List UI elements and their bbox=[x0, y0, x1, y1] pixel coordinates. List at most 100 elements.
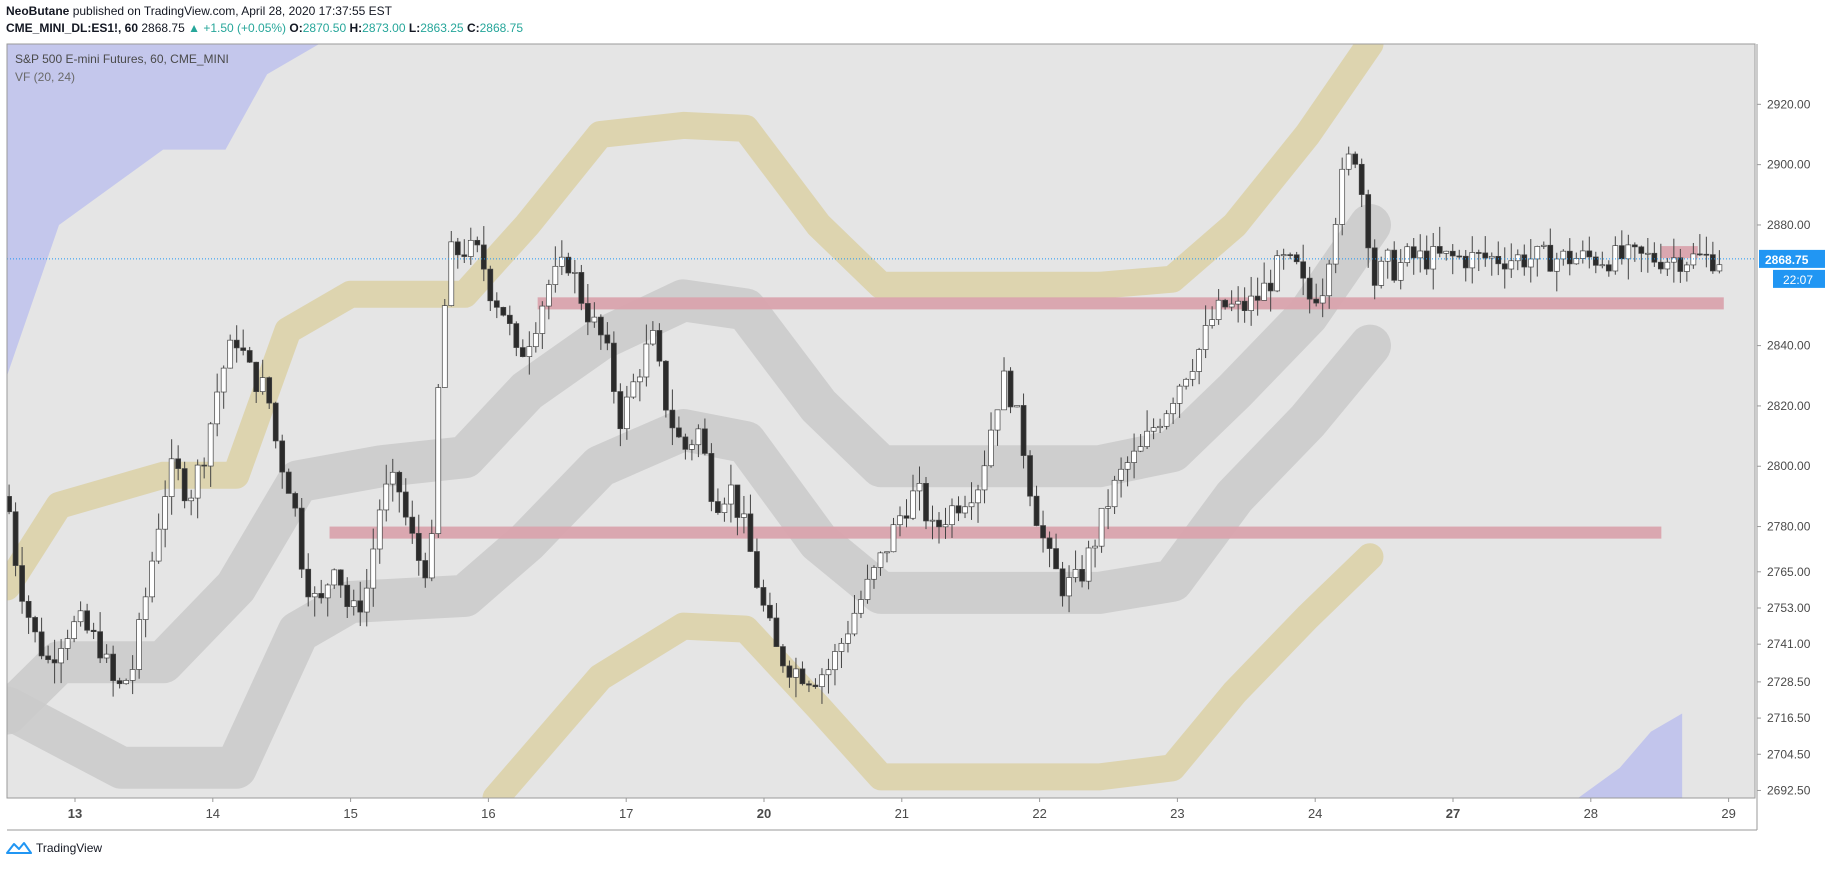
candle-body-down bbox=[598, 316, 604, 336]
candle bbox=[253, 361, 260, 403]
candle-body-down bbox=[246, 350, 253, 363]
candle-body-up bbox=[168, 458, 175, 497]
candle-body-up bbox=[1625, 244, 1632, 260]
candle-body-up bbox=[1170, 403, 1176, 415]
candle bbox=[591, 302, 598, 328]
candle-body-up bbox=[1612, 245, 1619, 272]
candle-body-down bbox=[1287, 254, 1294, 256]
candle bbox=[266, 376, 273, 409]
candle bbox=[1170, 397, 1176, 425]
candle-body-up bbox=[741, 513, 747, 518]
y-tick-label: 2920.00 bbox=[1767, 97, 1811, 111]
candle-body-up bbox=[591, 316, 598, 323]
candle-body-down bbox=[1410, 246, 1417, 259]
x-tick-label: 27 bbox=[1446, 806, 1460, 821]
candle bbox=[578, 264, 585, 311]
open-value: 2870.50 bbox=[302, 21, 347, 35]
candle-body-up bbox=[897, 515, 903, 526]
candle bbox=[1508, 243, 1515, 278]
candle-body-up bbox=[220, 367, 227, 393]
candle bbox=[1183, 377, 1189, 390]
candle-body-up bbox=[1228, 303, 1235, 308]
candle-body-down bbox=[1521, 254, 1528, 268]
candle-body-down bbox=[715, 501, 721, 513]
candle bbox=[1092, 539, 1098, 568]
candle-body-up bbox=[1105, 506, 1111, 509]
footer-brand[interactable]: TradingView bbox=[36, 841, 103, 855]
candle-body-down bbox=[676, 427, 682, 438]
candle bbox=[1501, 247, 1508, 289]
candle bbox=[656, 323, 663, 367]
candle-body-up bbox=[1001, 370, 1007, 411]
candle bbox=[1085, 540, 1092, 590]
candle bbox=[1020, 393, 1027, 469]
candle-body-down bbox=[1586, 250, 1593, 258]
candle-body-up bbox=[877, 552, 884, 568]
candle-body-up bbox=[1345, 153, 1352, 170]
candle-body-up bbox=[1339, 168, 1346, 225]
candle bbox=[448, 230, 455, 307]
candle bbox=[812, 678, 819, 689]
candle-body-up bbox=[155, 528, 162, 562]
x-tick-label: 15 bbox=[343, 806, 357, 821]
x-tick-label: 17 bbox=[619, 806, 633, 821]
candle-body-up bbox=[227, 339, 234, 369]
plot-frame bbox=[6, 43, 1756, 799]
candle-body-up bbox=[1157, 425, 1163, 429]
candle bbox=[832, 643, 838, 686]
low-label: L: bbox=[408, 21, 421, 35]
candle bbox=[903, 499, 910, 528]
candle-body-up bbox=[1261, 282, 1268, 301]
candle bbox=[467, 227, 474, 265]
symbol-label[interactable]: CME_MINI_DL:ES1!, 60 bbox=[6, 21, 139, 35]
candle bbox=[1332, 217, 1339, 274]
candle-body-up bbox=[1670, 257, 1677, 263]
price-chart[interactable]: 2920.00 2900.00 2880.00 2840.00 2820.00 2800.… bbox=[0, 0, 1828, 835]
candle-body-up bbox=[1690, 253, 1697, 266]
candle bbox=[1697, 234, 1703, 257]
candle bbox=[1631, 242, 1638, 262]
candle bbox=[975, 484, 981, 523]
candle bbox=[246, 346, 253, 364]
candle bbox=[337, 569, 344, 598]
candle-body-up bbox=[1404, 246, 1411, 263]
candle bbox=[695, 424, 702, 458]
candle bbox=[136, 612, 142, 679]
change-value: ▲ +1.50 (+0.05%) bbox=[188, 21, 287, 35]
candle bbox=[305, 553, 312, 607]
candle-body-down bbox=[1423, 250, 1430, 270]
candle-body-up bbox=[1274, 255, 1281, 292]
candle bbox=[650, 321, 656, 346]
candle-body-up bbox=[1111, 479, 1118, 508]
candle-body-down bbox=[305, 568, 312, 598]
candle bbox=[194, 459, 201, 519]
author-name[interactable]: NeoButane bbox=[6, 4, 70, 18]
candle bbox=[1547, 228, 1554, 272]
candle-body-down bbox=[422, 560, 429, 579]
candle-body-up bbox=[942, 524, 949, 528]
candle-body-up bbox=[858, 599, 864, 614]
candle-body-up bbox=[1384, 249, 1391, 262]
candle bbox=[819, 668, 825, 704]
candle bbox=[611, 331, 617, 404]
candle bbox=[1137, 434, 1144, 453]
candle-body-up bbox=[793, 668, 799, 678]
candle-body-up bbox=[871, 567, 877, 580]
candle-body-up bbox=[58, 648, 64, 664]
candle bbox=[1241, 287, 1248, 323]
candle-body-up bbox=[910, 490, 916, 519]
candle bbox=[845, 620, 851, 653]
candle-body-up bbox=[819, 674, 825, 688]
candle bbox=[773, 603, 780, 647]
high-label: H: bbox=[349, 21, 363, 35]
candle-body-down bbox=[611, 342, 617, 392]
candle-body-down bbox=[1697, 253, 1703, 256]
candle bbox=[552, 246, 559, 293]
candle-body-up bbox=[123, 680, 129, 685]
footer: TradingView bbox=[6, 840, 102, 856]
candle-body-up bbox=[1209, 319, 1215, 326]
candle-body-down bbox=[656, 330, 663, 362]
candle-body-down bbox=[786, 665, 793, 678]
candle-body-down bbox=[1222, 299, 1228, 308]
candle-body-down bbox=[1703, 253, 1710, 256]
